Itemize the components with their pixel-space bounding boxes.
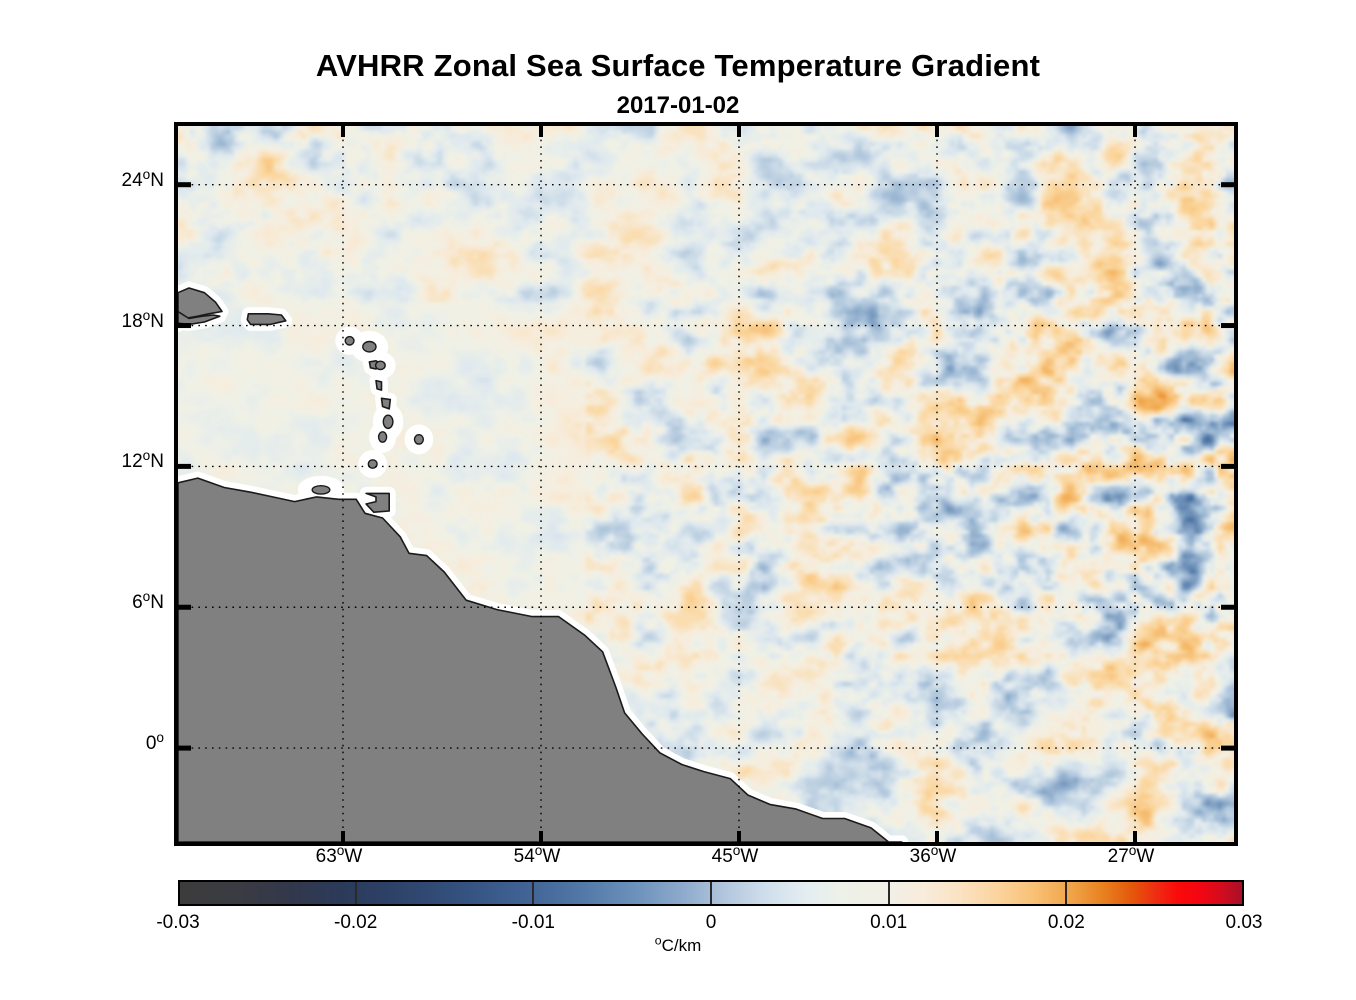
colorbar-tick-label: -0.01 [511, 912, 555, 933]
colorbar[interactable] [178, 880, 1244, 906]
y-tick-label: 6oN [132, 589, 164, 614]
y-tick-label: 24oN [121, 166, 164, 191]
x-tick-label: 27oW [1107, 842, 1155, 867]
land-dominica [375, 379, 383, 391]
island-barbados [413, 433, 425, 445]
island-st-vincent [377, 431, 388, 443]
land-puerto_rico [246, 313, 287, 326]
colorbar-unit-text: C/km [661, 936, 702, 955]
colorbar-unit-label: oC/km [654, 933, 702, 955]
land-hispaniola [178, 287, 223, 327]
island-st-lucia [382, 414, 394, 430]
colorbar-tick [532, 882, 535, 904]
land-martinique [380, 397, 392, 410]
island-grenada [367, 459, 378, 469]
colorbar-tick [887, 882, 890, 904]
colorbar-tick-label: -0.03 [156, 912, 200, 933]
y-tick-label: 12oN [121, 448, 164, 473]
island-antigua [362, 340, 377, 353]
x-tick-label: 63oW [315, 842, 363, 867]
map-clip [178, 126, 1234, 842]
colorbar-tick-label: 0 [705, 912, 717, 933]
colorbar-tick-label: 0.02 [1047, 912, 1085, 933]
chart-title: AVHRR Zonal Sea Surface Temperature Grad… [315, 48, 1041, 83]
colorbar-tick-label: 0.01 [870, 912, 908, 933]
colorbar-tick [354, 882, 357, 904]
x-tick-label: 54oW [513, 842, 561, 867]
x-tick-label: 36oW [909, 842, 957, 867]
colorbar-tick-label: 0.03 [1225, 912, 1263, 933]
land-trinidad [365, 492, 390, 513]
y-tick-label: 0o [145, 729, 164, 755]
island-margarita [311, 484, 331, 495]
colorbar-tick [710, 882, 712, 904]
island-st-kitts [344, 335, 355, 346]
colorbar-tick [1065, 882, 1068, 904]
y-tick-label: 18oN [121, 307, 164, 332]
chart-subtitle: 2017-01-02 [616, 92, 740, 119]
map-plot-area[interactable] [174, 122, 1238, 846]
colorbar-tick-label: -0.02 [334, 912, 378, 933]
land-south_america [178, 477, 903, 842]
x-tick-label: 45oW [711, 842, 759, 867]
island-guadeloupe-e [374, 360, 386, 371]
landmask-overlay [178, 281, 909, 842]
